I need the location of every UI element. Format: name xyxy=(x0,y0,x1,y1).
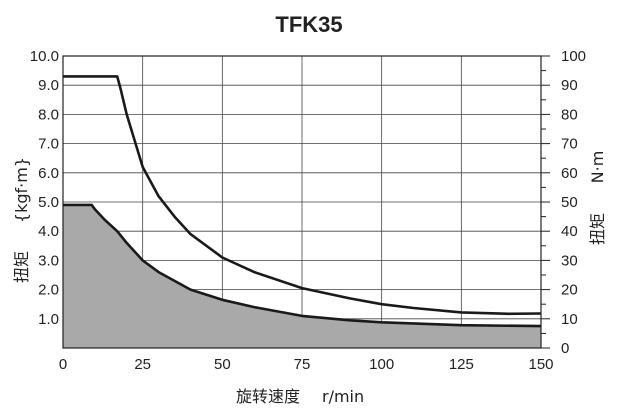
y-axis-left-unit: {kgf·m} xyxy=(12,157,31,223)
x-axis-unit: r/min xyxy=(322,387,364,406)
y-right-tick-label: 20 xyxy=(561,282,578,299)
y-right-tick-label: 50 xyxy=(561,194,578,211)
y-right-tick-label: 70 xyxy=(561,136,578,153)
x-tick-label: 0 xyxy=(59,356,67,373)
x-tick-label: 75 xyxy=(294,356,311,373)
series-line xyxy=(63,75,542,316)
y-left-tick-label: 3.0 xyxy=(38,252,59,269)
y-left-tick-label: 4.0 xyxy=(38,223,59,240)
y-axis-left-ticks: 1.0 2.0 3.0 4.0 5.0 6.0 7.0 8.0 9.0 10.0 xyxy=(30,48,59,328)
x-tick-label: 150 xyxy=(528,356,553,373)
x-axis-ticks: 0 25 50 75 100 125 150 xyxy=(59,356,554,373)
y-left-tick-label: 5.0 xyxy=(38,194,59,211)
y-right-tick-label: 60 xyxy=(561,165,578,182)
y-axis-right-ticks: 0 10 20 30 40 50 60 70 80 90 100 xyxy=(541,48,586,357)
y-left-tick-label: 2.0 xyxy=(38,282,59,299)
y-left-tick-label: 10.0 xyxy=(30,48,59,65)
y-left-tick-label: 9.0 xyxy=(38,77,59,94)
x-axis-label: 旋转速度 xyxy=(236,387,300,406)
x-tick-label: 25 xyxy=(134,356,151,373)
x-tick-label: 125 xyxy=(449,356,474,373)
y-right-tick-label: 30 xyxy=(561,252,578,269)
y-right-tick-label: 0 xyxy=(561,340,569,357)
series-area-fill xyxy=(63,204,541,348)
y-right-tick-label: 100 xyxy=(561,48,586,65)
y-right-tick-label: 90 xyxy=(561,77,578,94)
chart-title: TFK35 xyxy=(275,12,342,37)
x-tick-label: 100 xyxy=(369,356,394,373)
y-left-tick-label: 7.0 xyxy=(38,136,59,153)
y-right-tick-label: 40 xyxy=(561,223,578,240)
y-right-tick-label: 10 xyxy=(561,311,578,328)
y-right-tick-label: 80 xyxy=(561,106,578,123)
series-line xyxy=(63,203,542,328)
series-layer xyxy=(63,75,542,348)
y-axis-left-label: 扭矩 xyxy=(12,251,31,283)
y-left-tick-label: 6.0 xyxy=(38,165,59,182)
y-left-tick-label: 8.0 xyxy=(38,106,59,123)
y-left-tick-label: 1.0 xyxy=(38,311,59,328)
y-axis-right-unit: N·m xyxy=(588,151,607,184)
x-tick-label: 50 xyxy=(214,356,231,373)
y-axis-right-label: 扭矩 xyxy=(588,213,607,245)
